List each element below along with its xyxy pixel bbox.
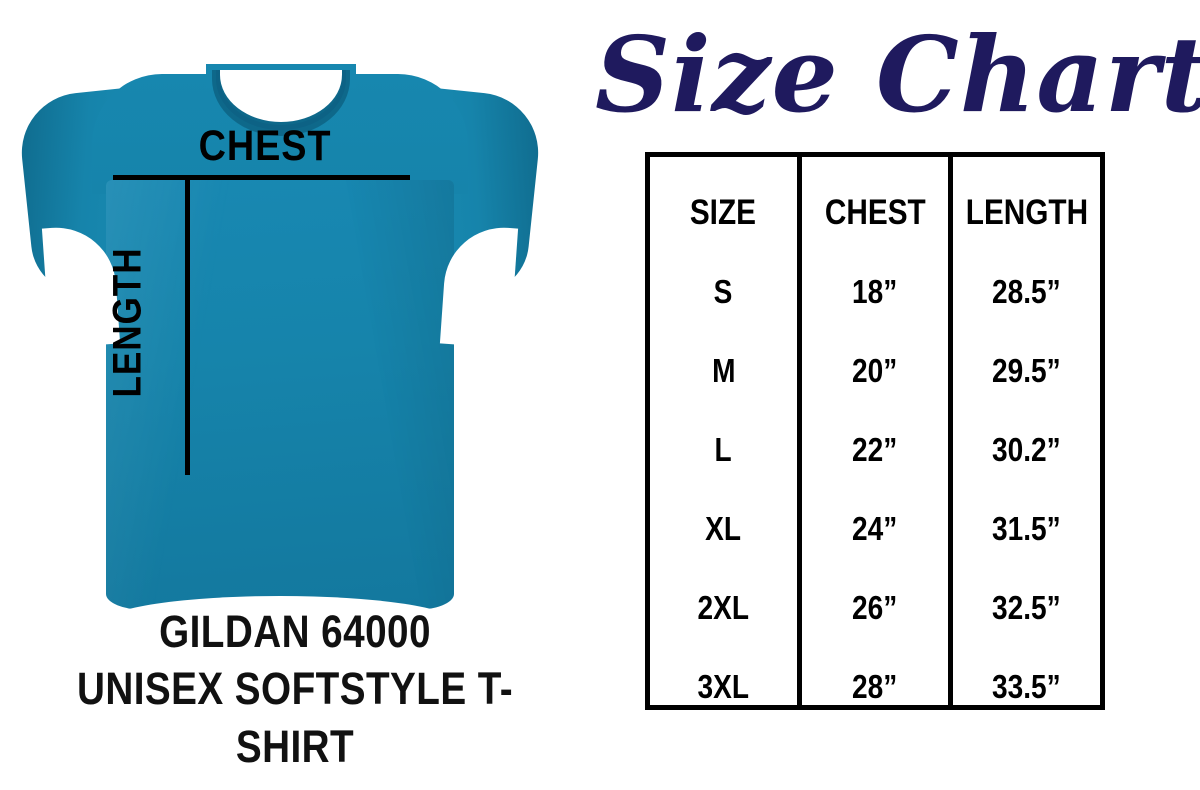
product-panel: CHEST LENGTH GILDAN 64000 UNISEX SOFTSTY… [0,0,590,790]
product-brand-model: GILDAN 64000 [159,606,431,657]
table-row: 32.5” [992,589,1061,626]
table-row: 28.5” [992,273,1061,310]
length-measurement-line [185,175,190,475]
table-row: L [714,431,732,468]
tshirt-body [106,180,454,610]
column-header-length: LENGTH [965,193,1088,232]
table-row: XL [705,510,742,547]
table-row: 26” [852,589,898,626]
table-row: 2XL [697,589,750,626]
table-row: 22” [852,431,898,468]
table-row: 30.2” [992,431,1061,468]
chest-measurement-label: CHEST [198,122,332,170]
product-description: UNISEX SOFTSTYLE T-SHIRT [76,663,514,772]
table-row: S [713,273,733,310]
column-header-size: SIZE [690,193,757,232]
table-row: M [711,352,736,389]
table-row: 28” [852,668,898,705]
column-chest: CHEST 18” 20” 22” 24” 26” 28” [796,157,949,705]
column-size: SIZE S M L XL 2XL 3XL [650,157,797,705]
size-chart-table: SIZE S M L XL 2XL 3XL CHEST 18” 20” 22” … [645,152,1105,710]
size-chart-panel: Size Chart SIZE S M L XL 2XL 3XL CHEST 1… [590,0,1200,790]
table-row: 31.5” [992,510,1061,547]
chest-measurement-line [113,175,410,180]
table-row: 29.5” [992,352,1061,389]
column-length: LENGTH 28.5” 29.5” 30.2” 31.5” 32.5” 33.… [948,157,1100,705]
length-measurement-label: LENGTH [105,247,150,398]
column-header-chest: CHEST [824,193,926,232]
size-chart-title: Size Chart [595,13,1200,136]
table-row: 24” [852,510,898,547]
product-caption: GILDAN 64000 UNISEX SOFTSTYLE T-SHIRT [0,604,590,776]
tshirt-illustration: CHEST LENGTH [15,30,545,622]
table-row: 18” [852,273,898,310]
table-row: 33.5” [992,668,1061,705]
table-row: 20” [852,352,898,389]
table-row: 3XL [697,668,750,705]
